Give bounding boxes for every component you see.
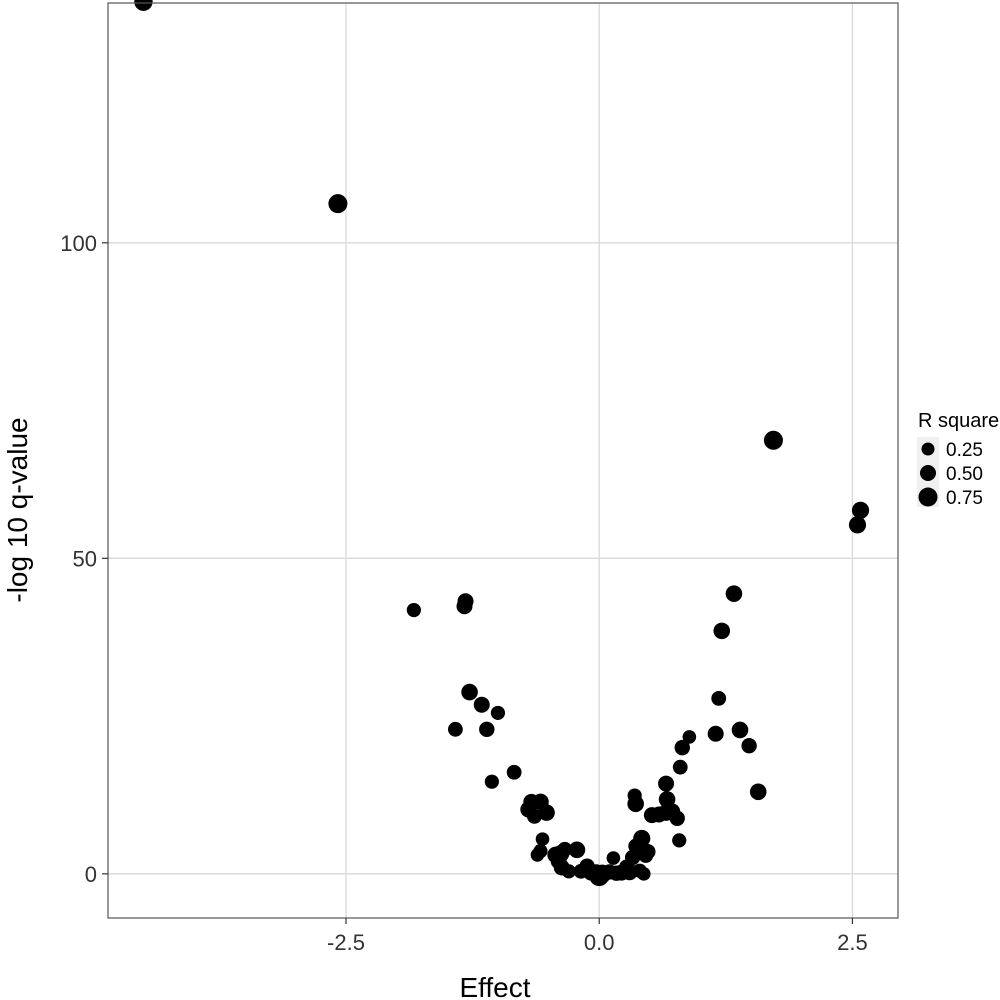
data-point [763, 430, 783, 450]
x-axis-ticks: -2.5 0.0 2.5 [327, 918, 868, 955]
data-point [535, 832, 550, 846]
data-point [682, 730, 697, 744]
data-point [749, 783, 767, 801]
x-tick-label: 0.0 [584, 930, 615, 955]
legend-key [920, 465, 936, 481]
data-point [711, 691, 727, 706]
legend-label: 0.25 [946, 440, 983, 461]
y-tick-label: 100 [60, 231, 97, 256]
data-point [606, 851, 621, 865]
data-point [561, 864, 576, 879]
data-point [456, 598, 473, 615]
y-tick-label: 0 [85, 862, 97, 887]
data-point [447, 721, 463, 737]
data-point [638, 848, 654, 863]
legend-key [918, 487, 938, 507]
y-axis-title: -log 10 q-value [2, 417, 33, 602]
x-axis-title: Effect [459, 972, 530, 1000]
data-point [633, 829, 651, 848]
data-point [658, 775, 675, 792]
data-point [624, 849, 641, 866]
data-point [731, 721, 749, 739]
data-point [406, 602, 421, 618]
data-point [672, 833, 687, 848]
data-point [658, 791, 676, 808]
data-point [526, 809, 542, 824]
data-point [669, 810, 685, 826]
legend-key [921, 442, 935, 456]
data-point [484, 774, 499, 789]
y-axis-ticks: 0 50 100 [60, 231, 108, 887]
data-point [538, 804, 555, 821]
data-point [479, 721, 495, 738]
data-point [473, 696, 490, 713]
grid-lines [108, 3, 898, 918]
data-point [707, 725, 724, 742]
data-point [674, 739, 690, 756]
plot-panel [108, 3, 898, 918]
data-point [506, 764, 522, 780]
x-tick-label: 2.5 [837, 930, 868, 955]
legend: R square 0.25 0.50 0.75 [917, 410, 999, 509]
data-point [636, 867, 651, 881]
data-point [530, 848, 545, 862]
data-points [134, 0, 870, 887]
legend-label: 0.50 [946, 464, 983, 485]
data-point [461, 683, 478, 701]
data-point [557, 841, 573, 857]
data-point [568, 841, 586, 859]
data-point [713, 622, 731, 640]
data-point [725, 585, 743, 602]
plot-frame [107, 2, 899, 919]
data-point [851, 501, 870, 519]
y-tick-label: 50 [73, 546, 97, 571]
data-point [328, 194, 348, 214]
legend-label: 0.75 [946, 488, 983, 509]
data-point [627, 795, 644, 813]
x-tick-label: -2.5 [327, 930, 365, 955]
data-point [741, 738, 757, 754]
data-point [672, 759, 688, 775]
data-point [848, 516, 867, 534]
data-point [490, 705, 506, 721]
legend-title: R square [918, 410, 999, 432]
